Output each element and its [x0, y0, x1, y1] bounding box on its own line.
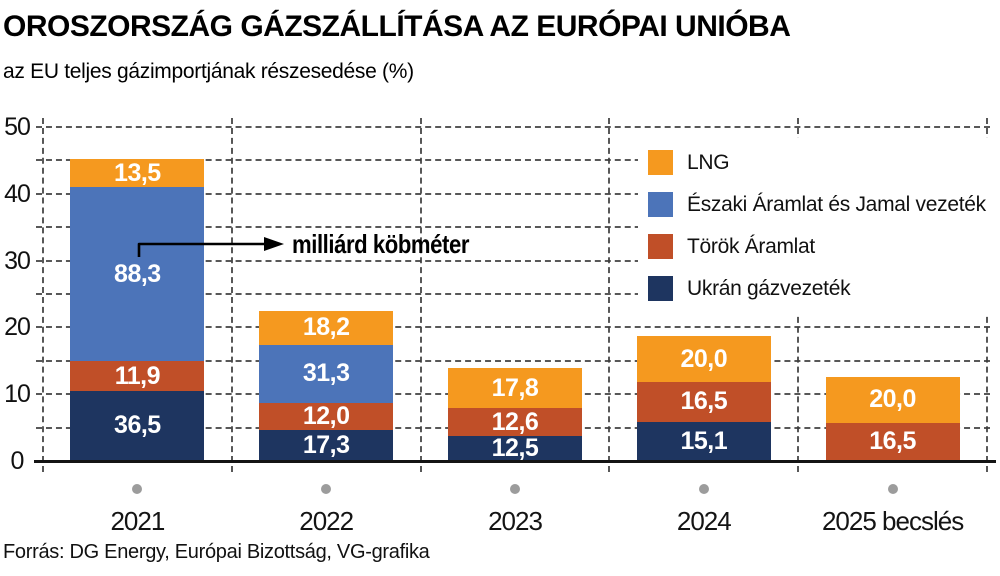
x-axis-line: [34, 460, 996, 463]
category-dot-2024: [698, 484, 709, 494]
y-axis-tick-40: 40: [4, 179, 31, 208]
annotation-arrow-icon: [137, 237, 284, 257]
y-axis-tick-50: 50: [4, 113, 31, 141]
chart-subtitle: az EU teljes gázimportjának részesedése …: [3, 60, 414, 83]
bar-segment-2021-lng: 13,5: [70, 158, 205, 188]
bar-segment-2021-ukrán: 36,5: [70, 390, 205, 461]
category-dot-2025-becslés: [887, 484, 898, 494]
category-label-2021: 2021: [110, 506, 165, 536]
legend-item-3: Ukrán gázvezeték: [648, 276, 986, 301]
bar-value-label: 16,5: [680, 387, 728, 416]
gridline-horizontal-15: [36, 359, 990, 362]
legend-swatch-icon: [648, 192, 673, 217]
bar-segment-2024-török: 16,5: [636, 382, 771, 422]
bar-value-label: 12,5: [491, 434, 539, 463]
bar-value-label: 18,2: [302, 313, 350, 342]
bar-segment-2022-török: 12,0: [259, 401, 394, 430]
gridline-horizontal-50: [36, 126, 990, 128]
bar-value-label: 12,6: [491, 407, 539, 436]
y-axis-tick-20: 20: [4, 313, 31, 342]
legend-swatch-icon: [648, 234, 673, 259]
bar-segment-2023-ukrán: 12,5: [448, 436, 582, 461]
bar-segment-2022-északi: 31,3: [259, 344, 394, 403]
source-credit: Forrás: DG Energy, Európai Bizottság, VG…: [3, 541, 430, 563]
bar-value-label: 20,0: [680, 344, 728, 373]
bar-value-label: 17,3: [302, 430, 350, 459]
gridline-horizontal-30: [36, 259, 990, 262]
gridline-vertical-3: [608, 118, 611, 472]
gridline-vertical-2: [419, 118, 422, 472]
bar-value-label: 20,0: [869, 385, 916, 414]
bar-segment-2023-lng: 17,8: [448, 368, 582, 409]
category-label-2025-becslés: 2025 becslés: [821, 506, 964, 536]
y-axis-tick-10: 10: [4, 380, 31, 409]
legend: LNG Északi Áramlat és Jamal vezeték Török …: [638, 138, 994, 313]
gridline-horizontal-20: [36, 326, 990, 329]
category-dot-2022: [321, 484, 332, 494]
bar-segment-2022-lng: 18,2: [259, 310, 394, 345]
y-axis-tick-0: 0: [10, 447, 25, 475]
bar-value-label: 88,3: [114, 259, 161, 288]
category-label-2023: 2023: [488, 506, 543, 536]
legend-swatch-icon: [648, 276, 673, 301]
bar-segment-2021-török: 11,9: [70, 361, 205, 391]
bar-value-label: 17,8: [491, 373, 539, 402]
bar-segment-2021-északi: 88,3: [70, 187, 205, 362]
bar-segment-2025-becslés-török: 16,5: [825, 422, 960, 461]
legend-item-2: Török Áramlat: [648, 234, 986, 259]
legend-label: Északi Áramlat és Jamal vezeték: [687, 193, 986, 216]
legend-label: Ukrán gázvezeték: [687, 277, 851, 300]
bar-value-label: 11,9: [114, 361, 161, 390]
category-dot-2021: [132, 484, 143, 494]
bar-value-label: 31,3: [302, 359, 350, 388]
gridline-horizontal-25: [36, 293, 990, 295]
bar-segment-2022-ukrán: 17,3: [259, 429, 394, 461]
bar-segment-2024-ukrán: 15,1: [636, 421, 771, 461]
gridline-horizontal-45: [36, 159, 990, 162]
bar-value-label: 15,1: [680, 426, 728, 455]
bar-value-label: 36,5: [114, 411, 161, 440]
bar-value-label: 16,5: [869, 427, 916, 456]
gridline-vertical-1: [230, 118, 233, 472]
category-label-2024: 2024: [676, 506, 732, 536]
legend-item-1: Északi Áramlat és Jamal vezeték: [648, 192, 986, 217]
category-dot-2023: [510, 484, 520, 494]
y-axis-tick-30: 30: [4, 246, 31, 275]
gridline-horizontal-35: [36, 226, 990, 229]
legend-label: LNG: [687, 151, 730, 174]
legend-item-0: LNG: [648, 150, 986, 175]
annotation-label: milliárd köbméter: [292, 228, 469, 259]
chart-title: OROSZORSZÁG GÁZSZÁLLÍTÁSA AZ EURÓPAI UNI…: [3, 10, 791, 43]
bar-segment-2025-becslés-lng: 20,0: [825, 376, 960, 423]
legend-swatch-icon: [648, 150, 673, 175]
gridline-vertical-0: [42, 118, 44, 472]
gridline-horizontal-40: [36, 192, 990, 195]
bar-value-label: 12,0: [302, 401, 350, 430]
bar-segment-2024-lng: 20,0: [636, 336, 771, 383]
bar-value-label: 13,5: [114, 158, 161, 187]
bar-segment-2023-török: 12,6: [448, 407, 582, 437]
category-label-2022: 2022: [299, 506, 354, 536]
legend-label: Török Áramlat: [687, 235, 815, 258]
